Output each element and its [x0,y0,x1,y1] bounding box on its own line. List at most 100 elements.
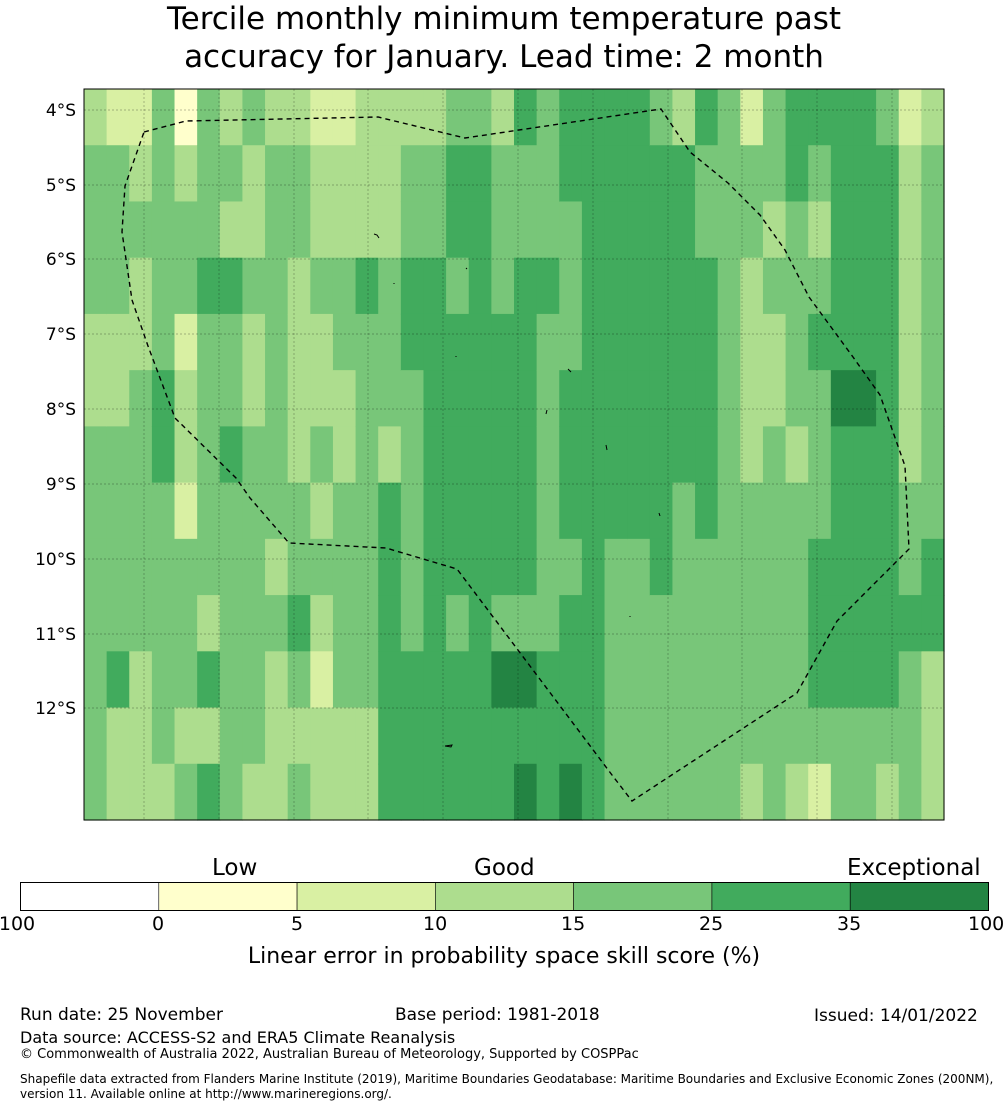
grid-cell [468,595,492,652]
grid-cell [536,145,560,203]
longitude-label: 175°E [268,829,320,830]
grid-cell [287,763,311,821]
grid-cell [740,257,764,315]
grid-cell [84,89,108,146]
grid-cell [785,538,809,596]
shapefile-credit-line1: Shapefile data extracted from Flanders M… [20,1072,994,1086]
grid-cell [423,595,447,652]
grid-cell [446,201,470,259]
grid-cell [876,89,900,146]
grid-cell [921,426,945,484]
grid-cell [672,482,696,540]
latitude-label: 9°S [46,475,76,495]
grid-cell [808,145,832,203]
grid-cell [378,201,402,259]
grid-cell [785,257,809,315]
grid-cell [84,595,108,652]
grid-cell [491,763,515,821]
grid-cell [332,257,357,315]
grid-cell [174,763,198,821]
grid-cell [174,370,198,427]
grid-cell [740,201,764,259]
grid-cell [808,313,832,371]
shapefile-credit-line2: version 11. Available online at http://w… [20,1087,392,1101]
grid-cell [808,370,832,427]
grid-cell [581,707,606,765]
grid-cell [287,426,311,484]
grid-cell [378,651,402,709]
grid-cell [876,145,900,203]
grid-cell [242,370,266,427]
grid-cell [785,426,809,484]
grid-cell [468,370,492,427]
grid-cell [174,707,198,765]
grid-cell [310,370,334,427]
grid-cell [830,595,855,652]
grid-cell [423,426,447,484]
grid-cell [242,313,266,371]
grid-cell [559,482,583,540]
grid-cell [604,595,628,652]
grid-cell [717,313,741,371]
grid-cell [265,313,289,371]
grid-cell [581,538,606,596]
grid-cell [106,538,130,596]
grid-cell [536,707,560,765]
grid-cell [921,201,945,259]
grid-cell [898,426,922,484]
grid-cell [400,145,425,203]
grid-cell [265,145,289,203]
grid-cell [853,145,877,203]
grid-cell [627,370,651,427]
grid-cell [197,651,221,709]
grid-cell [84,370,108,427]
grid-cell [921,313,945,371]
grid-cell [129,538,153,596]
grid-cell [129,426,153,484]
grid-cell [446,707,470,765]
grid-cell [106,370,130,427]
grid-cell [559,370,583,427]
grid-cell [491,370,515,427]
longitude-label: 174°E [193,829,245,830]
grid-cell [84,257,108,315]
latitude-label: 11°S [35,625,76,645]
grid-cell [219,763,244,821]
grid-cell [672,89,696,146]
grid-cell [514,201,538,259]
grid-cell [219,89,244,146]
grid-cell [559,538,583,596]
grid-cell [287,651,311,709]
grid-cell [921,595,945,652]
colorbar-label: Linear error in probability space skill … [247,944,761,969]
grid-cell [287,707,311,765]
colorbar [20,882,989,911]
grid-cell [581,145,606,203]
grid-cell [762,763,787,821]
grid-cell [604,145,628,203]
grid-cell [785,370,809,427]
map-frame [83,88,945,821]
grid-cell [355,426,379,484]
grid-cell [468,89,492,146]
grid-cell [808,538,832,596]
grid-cell [84,763,108,821]
grid-cell [627,145,651,203]
grid-cell [717,201,741,259]
grid-cell [672,201,696,259]
grid-cell [446,313,470,371]
grid-cell [468,426,492,484]
grid-cell [310,595,334,652]
grid-cell [400,201,425,259]
grid-cell [287,482,311,540]
grid-cell [423,145,447,203]
grid-cell [265,538,289,596]
colorbar-segment [158,882,298,911]
colorbar-tick-35: 35 [837,913,862,935]
grid-cell [536,426,560,484]
grid-cell [129,482,153,540]
grid-cell [808,707,832,765]
grid-cell [468,482,492,540]
grid-cell [853,482,877,540]
grid-cell [84,651,108,709]
